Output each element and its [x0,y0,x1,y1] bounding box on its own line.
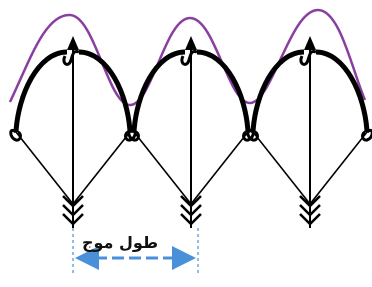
wavelength-diagram: طول موج [0,0,372,287]
page: طول موج (() => { const data = JSON.parse… [0,0,372,287]
wavelength-label: طول موج [82,233,158,252]
bow-arrow [11,36,136,228]
bow-arrow [129,36,254,228]
